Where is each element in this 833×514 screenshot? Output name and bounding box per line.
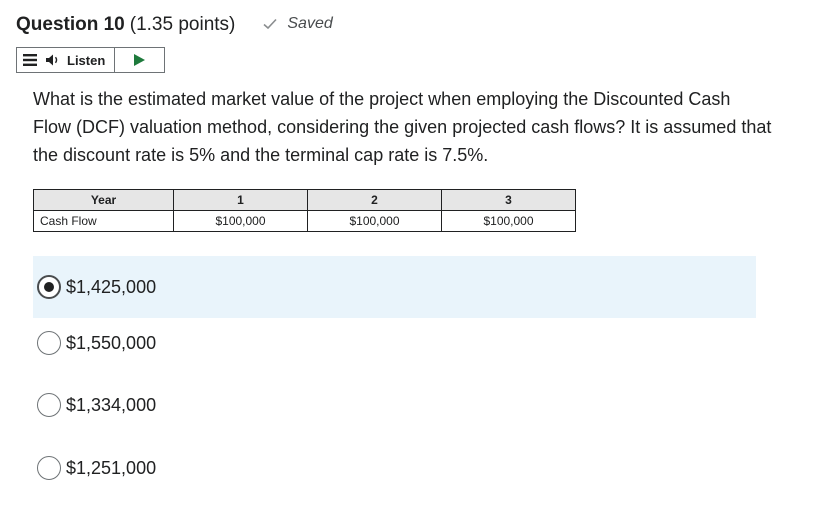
question-header: Question 10 (1.35 points) Saved [16, 14, 333, 36]
header-cell-year: Year [33, 189, 174, 211]
header-cell-year-3: 3 [441, 189, 576, 211]
menu-icon [23, 54, 37, 66]
row-label-cash-flow: Cash Flow [33, 210, 174, 232]
saved-label: Saved [287, 15, 333, 32]
choice-label: $1,251,000 [66, 457, 157, 478]
radio-button[interactable] [37, 393, 61, 417]
table-row: Cash Flow $100,000 $100,000 $100,000 [33, 210, 576, 232]
table-cell: $100,000 [307, 210, 442, 232]
radio-button-checked[interactable] [37, 275, 61, 299]
table-header-row: Year 1 2 3 [33, 189, 576, 211]
listen-menu-button[interactable] [17, 48, 43, 72]
answer-choice-1[interactable]: $1,425,000 [33, 256, 756, 318]
table-cell: $100,000 [173, 210, 308, 232]
choice-label: $1,334,000 [66, 394, 157, 415]
question-text: What is the estimated market value of th… [33, 89, 772, 165]
choice-label: $1,425,000 [66, 276, 157, 297]
answer-choice-2[interactable]: $1,550,000 [33, 312, 756, 374]
question-title: Question 10 [16, 14, 125, 35]
header-cell-year-2: 2 [307, 189, 442, 211]
listen-label: Listen [67, 52, 106, 68]
question-points: (1.35 points) [129, 14, 236, 35]
table-cell: $100,000 [441, 210, 576, 232]
play-button[interactable] [115, 48, 164, 72]
play-icon [134, 54, 146, 66]
cash-flow-table: Year 1 2 3 Cash Flow $100,000 $100,000 $… [33, 189, 576, 232]
radio-button[interactable] [37, 456, 61, 480]
header-cell-year-1: 1 [173, 189, 308, 211]
answer-choice-4[interactable]: $1,251,000 [33, 437, 756, 499]
listen-button[interactable]: Listen [43, 48, 116, 72]
radio-button[interactable] [37, 331, 61, 355]
answer-choice-3[interactable]: $1,334,000 [33, 374, 756, 436]
saved-status: Saved [263, 15, 333, 33]
speaker-icon [46, 54, 58, 66]
listen-toolbar: Listen [16, 47, 165, 73]
checkmark-icon [263, 18, 277, 30]
choice-label: $1,550,000 [66, 332, 157, 353]
